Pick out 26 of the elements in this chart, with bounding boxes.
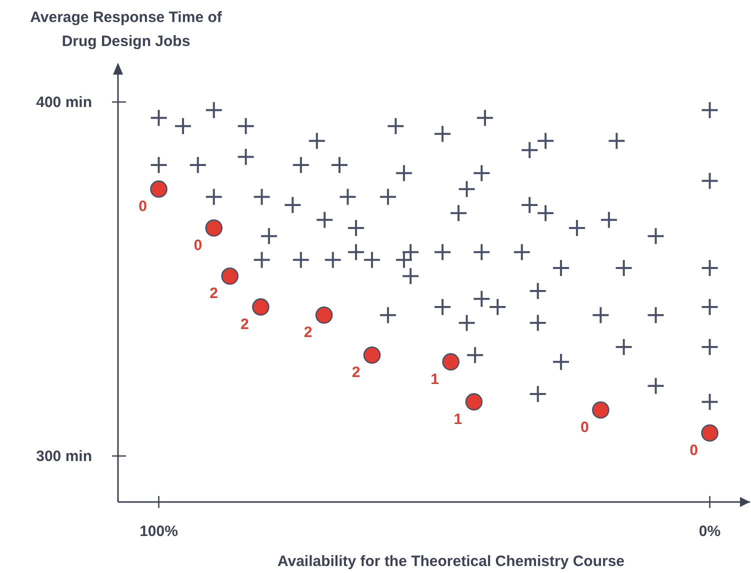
x-tick-label: 100% <box>140 523 178 540</box>
point <box>205 219 223 237</box>
annotation: 0 <box>690 442 698 459</box>
annotation: 0 <box>138 198 147 216</box>
point <box>363 346 381 364</box>
point <box>442 353 460 370</box>
annotation: 2 <box>240 316 249 333</box>
x-tick-label: 0% <box>698 523 721 540</box>
annotation: 0 <box>194 237 202 254</box>
annotation: 2 <box>304 324 312 342</box>
point <box>150 180 168 198</box>
point <box>465 393 483 410</box>
point <box>221 268 239 285</box>
point <box>701 424 718 442</box>
y-tick-label: 300 min <box>36 448 92 466</box>
annotation: 1 <box>454 410 462 428</box>
annotation: 2 <box>210 285 218 302</box>
annotation: 0 <box>580 418 589 436</box>
point <box>315 306 333 324</box>
annotation: 1 <box>430 370 439 388</box>
x-axis-title: Availability for the Theoretical Chemistry Course <box>277 553 625 570</box>
y-tick-label: 400 min <box>36 94 92 112</box>
annotation: 2 <box>352 364 360 382</box>
y-axis-title: Average Response Time of Drug Design Jobs <box>30 9 223 50</box>
point <box>252 298 270 316</box>
point <box>592 401 610 419</box>
